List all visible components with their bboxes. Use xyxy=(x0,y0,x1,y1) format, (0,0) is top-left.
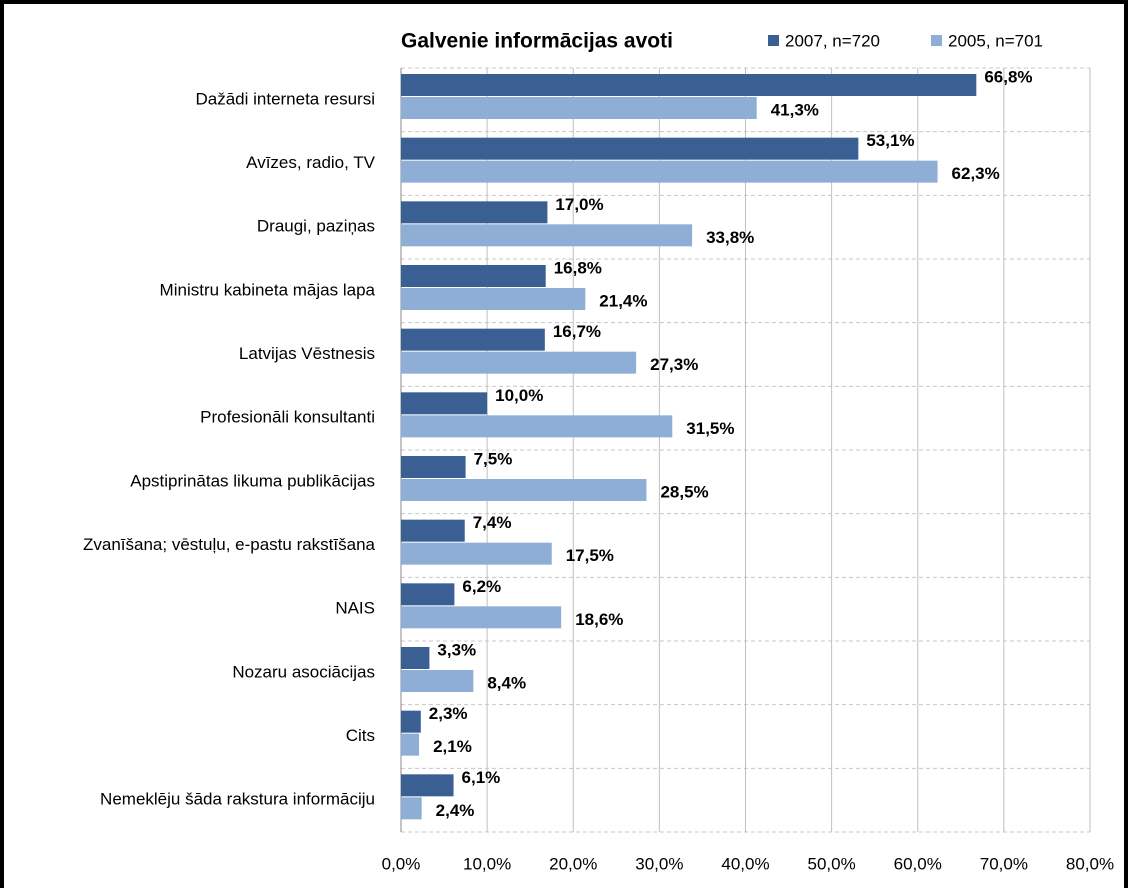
bar xyxy=(401,415,673,438)
bar xyxy=(401,606,562,629)
y-tick-label: Cits xyxy=(346,726,375,745)
value-label: 33,8% xyxy=(706,228,754,247)
x-tick-label: 40,0% xyxy=(721,854,769,873)
x-tick-label: 10,0% xyxy=(463,854,511,873)
y-tick-label: Dažādi interneta resursi xyxy=(195,89,375,108)
y-tick-label: Avīzes, radio, TV xyxy=(246,153,375,172)
bar xyxy=(401,456,466,478)
bar xyxy=(401,774,454,797)
x-tick-label: 50,0% xyxy=(808,854,856,873)
y-tick-label: Nemeklēju šāda rakstura informāciju xyxy=(100,790,375,809)
legend-swatch xyxy=(931,35,942,46)
y-tick-label: Draugi, paziņas xyxy=(257,217,375,236)
bar xyxy=(401,328,545,351)
legend-swatch xyxy=(768,35,779,46)
value-label: 6,1% xyxy=(462,768,501,787)
bar xyxy=(401,265,546,287)
value-label: 8,4% xyxy=(487,673,526,692)
chart-title: Galvenie informācijas avoti xyxy=(401,30,673,53)
value-label: 17,5% xyxy=(566,546,614,565)
value-label: 62,3% xyxy=(952,164,1000,183)
bar xyxy=(401,74,977,96)
x-tick-label: 60,0% xyxy=(894,854,942,873)
y-tick-label: NAIS xyxy=(335,599,375,618)
bar xyxy=(401,160,938,183)
bar xyxy=(401,201,548,224)
y-tick-label: Nozaru asociācijas xyxy=(232,662,375,681)
x-tick-label: 20,0% xyxy=(549,854,597,873)
value-label: 7,5% xyxy=(474,449,513,468)
value-label: 18,6% xyxy=(575,610,623,629)
value-label: 6,2% xyxy=(462,577,501,596)
value-label: 16,8% xyxy=(554,258,602,277)
bar xyxy=(401,542,552,565)
value-label: 10,0% xyxy=(495,386,543,405)
bar xyxy=(401,479,647,501)
value-label: 66,8% xyxy=(984,67,1032,86)
bar xyxy=(401,710,421,733)
value-label: 7,4% xyxy=(473,513,512,532)
bar xyxy=(401,97,757,119)
bar xyxy=(401,224,693,247)
value-label: 31,5% xyxy=(686,419,734,438)
bar xyxy=(401,797,422,820)
x-tick-label: 30,0% xyxy=(635,854,683,873)
value-label: 2,3% xyxy=(429,704,468,723)
value-label: 2,1% xyxy=(433,737,472,756)
value-label: 27,3% xyxy=(650,355,698,374)
y-tick-label: Zvanīšana; vēstuļu, e-pastu rakstīšana xyxy=(83,535,376,554)
bar xyxy=(401,733,420,756)
value-label: 3,3% xyxy=(437,640,476,659)
value-label: 17,0% xyxy=(555,195,603,214)
value-label: 16,7% xyxy=(553,322,601,341)
bar xyxy=(401,647,430,669)
y-tick-label: Profesionāli konsultanti xyxy=(200,408,375,427)
bar xyxy=(401,288,586,310)
legend-label: 2005, n=701 xyxy=(948,31,1043,50)
y-tick-label: Latvijas Vēstnesis xyxy=(239,344,375,363)
bar xyxy=(401,583,455,606)
bar xyxy=(401,351,637,374)
y-tick-label: Ministru kabineta mājas lapa xyxy=(160,280,376,299)
x-tick-label: 80,0% xyxy=(1066,854,1114,873)
bar xyxy=(401,137,859,160)
bar xyxy=(401,670,474,692)
value-label: 53,1% xyxy=(866,131,914,150)
x-tick-label: 0,0% xyxy=(382,854,421,873)
y-tick-label: Apstiprinātas likuma publikācijas xyxy=(130,471,375,490)
value-label: 2,4% xyxy=(436,801,475,820)
value-label: 21,4% xyxy=(599,291,647,310)
value-label: 28,5% xyxy=(660,482,708,501)
value-label: 41,3% xyxy=(771,100,819,119)
legend-label: 2007, n=720 xyxy=(785,31,880,50)
bar xyxy=(401,519,465,542)
bar xyxy=(401,392,488,415)
x-tick-label: 70,0% xyxy=(980,854,1028,873)
